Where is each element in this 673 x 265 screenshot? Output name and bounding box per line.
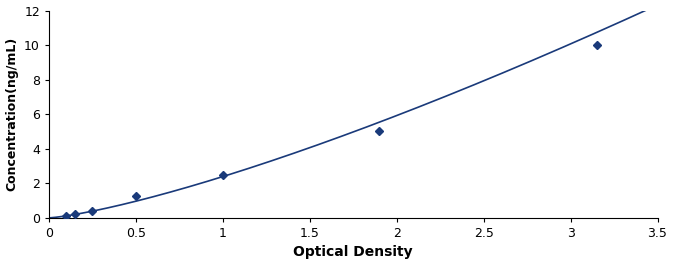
X-axis label: Optical Density: Optical Density — [293, 245, 413, 259]
Y-axis label: Concentration(ng/mL): Concentration(ng/mL) — [5, 37, 19, 191]
